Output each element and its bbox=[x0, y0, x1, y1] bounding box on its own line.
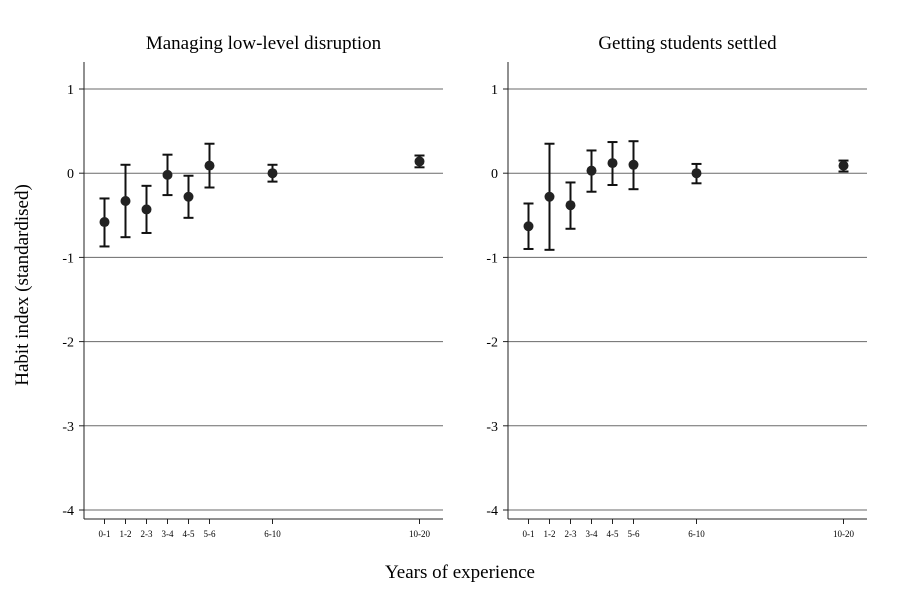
x-tick-label: 0-1 bbox=[523, 529, 535, 539]
data-point bbox=[204, 160, 215, 171]
y-tick-label: -1 bbox=[62, 251, 74, 266]
panel-title: Getting students settled bbox=[598, 33, 777, 54]
y-tick-label: 1 bbox=[67, 83, 74, 98]
y-tick-label: 0 bbox=[67, 167, 74, 182]
data-point bbox=[99, 217, 110, 228]
x-tick-label: 0-1 bbox=[99, 529, 111, 539]
x-tick-label: 2-3 bbox=[565, 529, 577, 539]
y-tick-label: -4 bbox=[62, 504, 74, 519]
y-tick-label: -4 bbox=[486, 504, 498, 519]
data-point bbox=[544, 191, 555, 202]
x-tick-label: 1-2 bbox=[120, 529, 132, 539]
data-point bbox=[586, 165, 597, 176]
x-tick-label: 6-10 bbox=[264, 529, 281, 539]
y-tick-label: 0 bbox=[491, 167, 498, 182]
x-tick-label: 4-5 bbox=[183, 529, 195, 539]
x-axis-label: Years of experience bbox=[385, 562, 535, 583]
data-point bbox=[838, 160, 849, 171]
data-point bbox=[414, 156, 425, 167]
y-tick-label: -3 bbox=[62, 420, 74, 435]
data-point bbox=[267, 168, 278, 179]
x-tick-label: 3-4 bbox=[586, 529, 598, 539]
x-tick-label: 6-10 bbox=[688, 529, 705, 539]
data-point bbox=[691, 168, 702, 179]
data-point bbox=[120, 195, 131, 206]
y-axis-label: Habit index (standardised) bbox=[12, 184, 33, 386]
panel-title: Managing low-level disruption bbox=[146, 33, 382, 54]
y-tick-label: -2 bbox=[486, 336, 498, 351]
x-tick-label: 2-3 bbox=[141, 529, 153, 539]
panel-managing-low-level-disruption: Managing low-level disruption10-1-2-3-40… bbox=[62, 33, 443, 539]
x-tick-label: 4-5 bbox=[607, 529, 619, 539]
x-tick-label: 10-20 bbox=[833, 529, 854, 539]
x-tick-label: 10-20 bbox=[409, 529, 430, 539]
x-tick-label: 5-6 bbox=[628, 529, 640, 539]
y-tick-label: -2 bbox=[62, 336, 74, 351]
data-point bbox=[183, 191, 194, 202]
x-tick-label: 5-6 bbox=[204, 529, 216, 539]
x-tick-label: 1-2 bbox=[544, 529, 556, 539]
y-tick-label: 1 bbox=[491, 83, 498, 98]
data-point bbox=[607, 158, 618, 169]
x-tick-label: 3-4 bbox=[162, 529, 174, 539]
y-tick-label: -3 bbox=[486, 420, 498, 435]
y-tick-label: -1 bbox=[486, 251, 498, 266]
data-point bbox=[628, 159, 639, 170]
data-point bbox=[141, 204, 152, 215]
data-point bbox=[565, 200, 576, 211]
data-point bbox=[523, 221, 534, 232]
data-point bbox=[162, 169, 173, 180]
